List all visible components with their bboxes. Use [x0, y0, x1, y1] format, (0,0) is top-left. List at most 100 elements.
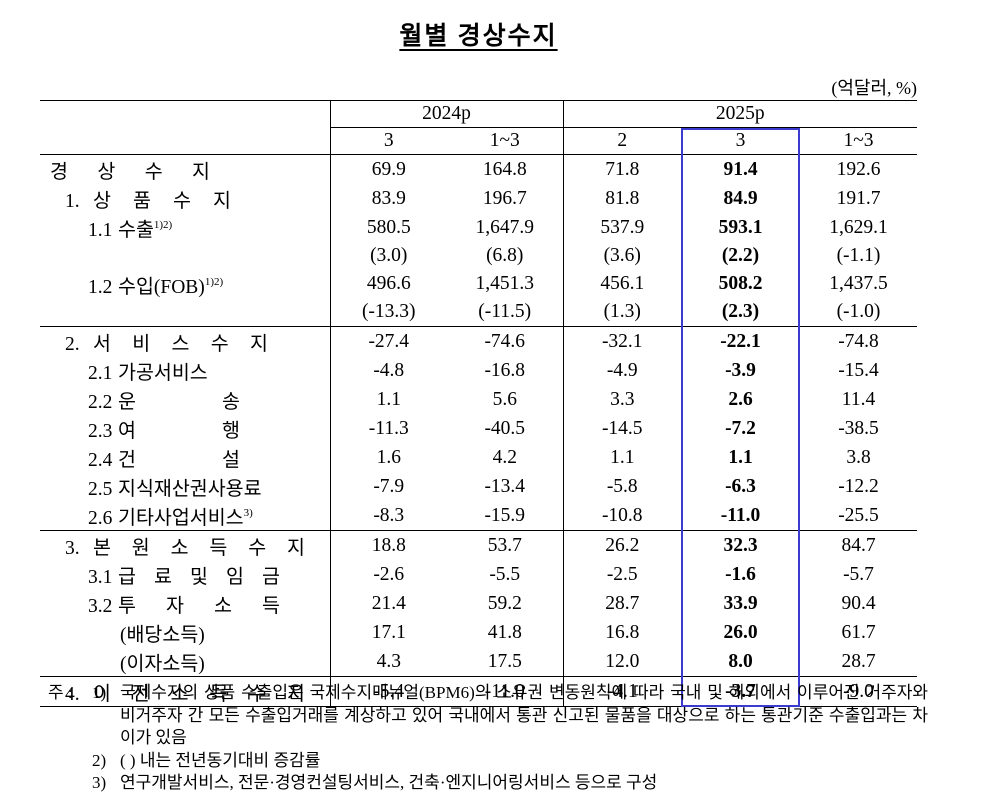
row-label: 2.4 건 설	[40, 443, 330, 472]
row-name: 수출	[118, 220, 154, 241]
note: 주 : 1) 국제수지의 상품 수출입은 국제수지매뉴얼(BPM6)의 소유권 변동…	[48, 682, 928, 750]
cell: 196.7	[482, 187, 527, 209]
cell: -7.2	[725, 417, 756, 439]
row-label: (이자소득)	[40, 647, 330, 677]
cell: -6.3	[725, 475, 756, 497]
row-label: 3.2 투 자 소 득	[40, 589, 330, 618]
cell: 91.4	[681, 154, 800, 184]
row-name: 기타사업서비스	[118, 508, 244, 530]
row-number: 2.1	[88, 363, 113, 385]
cell: (3.0)	[329, 242, 447, 270]
cell: -74.8	[800, 326, 917, 357]
cell: (3.6)	[562, 242, 681, 270]
cell: 4.2	[492, 446, 517, 468]
cell: -5.4	[329, 676, 447, 708]
row-number: 2.2	[88, 392, 113, 414]
table-row: 2.6 기타사업서비스3) -8.3 -15.9 -10.8 -11.0 -25.5	[40, 501, 917, 531]
cell: 53.7	[447, 530, 563, 561]
cell: 71.8	[562, 154, 681, 184]
row-name: 본 원 소 득 수 지	[93, 538, 305, 560]
cell: -4.9	[562, 356, 681, 386]
cell: 17.1	[329, 618, 447, 648]
cell: (-13.3)	[329, 298, 447, 327]
cell: 21.4	[329, 589, 447, 619]
row-number: 2.	[65, 334, 80, 356]
cell: -74.6	[447, 326, 563, 357]
note-number: 3)	[92, 773, 107, 792]
table-row: (배당소득) 17.1 41.8 16.8 26.0 61.7	[40, 618, 917, 648]
cell: -2.5	[562, 560, 681, 590]
cell: 41.8	[487, 621, 522, 643]
cell: -5.5	[489, 563, 521, 585]
cell: -27.4	[329, 326, 447, 357]
note-number: 2)	[92, 750, 107, 770]
cell: 508.2	[718, 273, 763, 295]
unit: (억달러, %)	[831, 78, 917, 98]
row-name: 상 품 수 지	[93, 191, 231, 212]
cell: 2.6	[728, 388, 753, 410]
cell: 28.7	[562, 589, 681, 619]
cell: -11.0	[447, 676, 563, 708]
cell: -12.2	[838, 475, 879, 497]
cell: 456.1	[562, 269, 681, 299]
column-header: 3	[329, 127, 447, 155]
table-row: 1.1 수출1)2) 580.5 1,647.9 537.9 593.1 1,629.1	[40, 213, 917, 242]
row-label: 2.1 가공서비스	[40, 356, 330, 385]
cell: (-1.0)	[836, 301, 881, 323]
row-name: 지식재산권사용료	[118, 479, 262, 501]
row-label: 1. 상 품 수 지	[40, 184, 330, 213]
column-header: 1~3	[843, 130, 874, 151]
row-label: 4. 이 전 소 득 수 지	[40, 676, 330, 708]
cell: 8.0	[728, 650, 753, 672]
cell: -1.6	[725, 563, 756, 585]
cell: 11.4	[841, 388, 876, 410]
table-row: 2.1 가공서비스 -4.8 -16.8 -4.9 -3.9 -15.4	[40, 356, 917, 386]
cell: 1.1	[728, 446, 753, 468]
notes: 주 : 1) 국제수지의 상품 수출입은 국제수지매뉴얼(BPM6)의 소유권 변동…	[48, 682, 928, 795]
row-name: 투 자 소 득	[118, 596, 280, 618]
row-name: 운 송	[118, 392, 240, 414]
row-label: 3.1 급 료 및 임 금	[40, 560, 330, 589]
cell: -10.8	[562, 501, 681, 531]
note-text: ( ) 내는 전년동기대비 증감률	[120, 750, 321, 770]
cell: (1.3)	[562, 298, 681, 327]
table-row: 2.3 여 행 -11.3 -40.5 -14.5 -7.2 -38.5	[40, 414, 917, 444]
cell: 61.7	[841, 621, 876, 643]
table-row: (-13.3) (-11.5) (1.3) (2.3) (-1.0)	[40, 298, 917, 327]
cell: 164.8	[447, 154, 563, 184]
cell: -7.9	[329, 472, 447, 502]
cell: -5.7	[843, 563, 874, 585]
cell: -9.0	[800, 676, 917, 708]
cell: 5.6	[492, 388, 517, 410]
row-label	[40, 242, 330, 270]
table-row: 2.4 건 설 1.6 4.2 1.1 1.1 3.8	[40, 443, 917, 473]
title: 월별 경상수지	[399, 23, 558, 50]
row-name: (이자소득)	[120, 654, 205, 676]
cell: (-11.5)	[478, 301, 532, 323]
cell: 1.6	[329, 443, 447, 473]
cell: 16.8	[562, 618, 681, 648]
table-row: 3. 본 원 소 득 수 지 18.8 53.7 26.2 32.3 84.7	[40, 530, 917, 561]
column-header: 1~3	[489, 130, 520, 151]
row-number: 2.5	[88, 479, 113, 501]
cell: 32.3	[681, 530, 800, 561]
row-name: (배당소득)	[120, 625, 205, 647]
table-row: 3.2 투 자 소 득 21.4 59.2 28.7 33.9 90.4	[40, 589, 917, 619]
cell: -11.0	[720, 504, 761, 526]
row-label: 3. 본 원 소 득 수 지	[40, 530, 330, 561]
column-header: 3	[735, 130, 746, 151]
cell: 17.5	[487, 650, 522, 672]
cell: -8.3	[329, 501, 447, 531]
cell: 1,451.3	[475, 273, 535, 295]
note: 2) ( ) 내는 전년동기대비 증감률	[48, 750, 928, 773]
cell: -16.8	[484, 359, 526, 381]
cell: 192.6	[800, 154, 917, 184]
row-name: 수입(FOB)	[118, 276, 205, 298]
row-label: 2.3 여 행	[40, 414, 330, 443]
cell: 81.8	[562, 184, 681, 213]
note-text: 연구개발서비스, 전문·경영컨설팅서비스, 건축·엔지니어링서비스 등으로 구성	[120, 773, 658, 792]
cell: 1,437.5	[829, 273, 888, 295]
cell: (-1.1)	[836, 244, 881, 266]
row-number: 1.2	[88, 276, 113, 298]
